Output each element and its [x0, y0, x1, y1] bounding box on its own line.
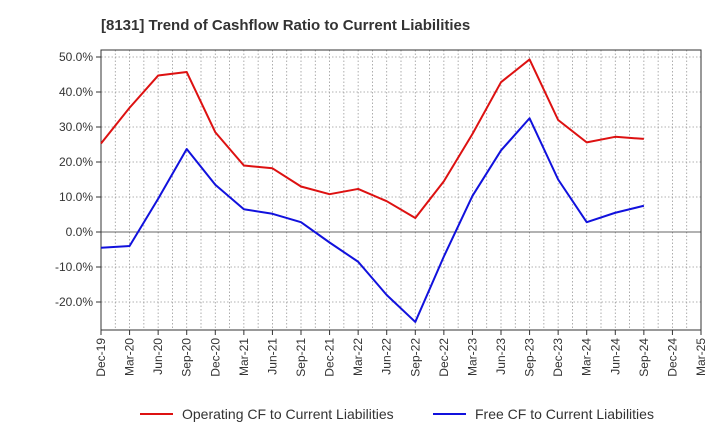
x-tick-label: Mar-23 — [465, 338, 479, 376]
series-line-operating-cf — [100, 58, 644, 219]
x-tick-label: Mar-22 — [351, 338, 365, 376]
x-tick-label: Mar-25 — [694, 338, 708, 376]
y-tick-label: 0.0% — [66, 225, 94, 239]
y-tick-label: 40.0% — [59, 85, 93, 99]
x-tick-label: Jun-24 — [608, 338, 622, 375]
x-tick-label: Sep-20 — [180, 338, 194, 377]
y-tick-label: 50.0% — [59, 50, 93, 64]
x-tick-label: Dec-20 — [208, 338, 222, 377]
x-tick-label: Sep-24 — [637, 338, 651, 377]
plot-area-border — [100, 49, 702, 331]
legend-label: Operating CF to Current Liabilities — [182, 406, 394, 422]
x-tick-label: Sep-23 — [523, 338, 537, 377]
series-lines — [100, 58, 645, 323]
x-tick-label: Jun-21 — [265, 338, 279, 375]
x-tick-label: Jun-23 — [494, 338, 508, 375]
x-tick-label: Mar-20 — [123, 338, 137, 376]
x-tick-label: Dec-21 — [323, 338, 337, 377]
x-tick-label: Jun-22 — [380, 338, 394, 375]
grid — [100, 50, 702, 330]
x-axis-ticks: Dec-19 Mar-20 Jun-20 Sep-20 Dec-20 Mar-21 Jun-… — [94, 330, 708, 377]
x-tick-label: Dec-22 — [437, 338, 451, 377]
x-tick-label: Mar-21 — [237, 338, 251, 376]
y-tick-label: 30.0% — [59, 120, 93, 134]
y-tick-label: 10.0% — [59, 190, 93, 204]
x-tick-label: Sep-22 — [408, 338, 422, 377]
x-tick-label: Sep-21 — [294, 338, 308, 377]
x-tick-label: Jun-20 — [151, 338, 165, 375]
x-tick-label: Dec-19 — [94, 338, 108, 377]
series-line-free-cf — [100, 117, 645, 323]
y-tick-label: -20.0% — [55, 295, 93, 309]
x-tick-label: Dec-23 — [551, 338, 565, 377]
y-tick-label: -10.0% — [55, 260, 93, 274]
y-tick-label: 20.0% — [59, 155, 93, 169]
x-tick-label: Dec-24 — [665, 338, 679, 377]
chart-title: [8131] Trend of Cashflow Ratio to Curren… — [101, 17, 470, 34]
legend-label: Free CF to Current Liabilities — [475, 406, 654, 422]
y-axis-ticks: 50.0% 40.0% 30.0% 20.0% 10.0% 0.0% -10.0% -20.0… — [55, 50, 101, 309]
legend: Operating CF to Current Liabilities Free … — [140, 406, 654, 422]
x-tick-label: Mar-24 — [580, 338, 594, 376]
